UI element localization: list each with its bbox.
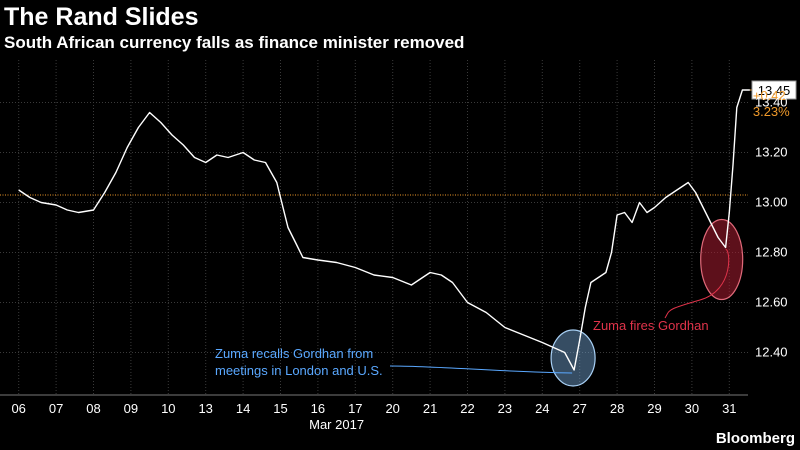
y-tick-label: 12.40 xyxy=(755,345,788,360)
chart-title: The Rand Slides xyxy=(4,3,199,31)
change-percent: 3.23% xyxy=(753,104,790,119)
x-tick-label: 06 xyxy=(11,401,25,416)
series-group xyxy=(18,89,750,371)
change-absolute: +0.42 xyxy=(753,88,786,103)
x-tick-label: 29 xyxy=(647,401,661,416)
x-tick-label: 14 xyxy=(236,401,250,416)
last-value-box xyxy=(751,80,797,100)
x-tick-label: 13 xyxy=(198,401,212,416)
x-tick-label: 24 xyxy=(535,401,549,416)
x-tick-label: 10 xyxy=(161,401,175,416)
annotation-group: 13.45+0.423.23% Zuma recalls Gordhan from… xyxy=(215,80,797,378)
highlight-ellipses xyxy=(550,218,744,387)
annotation-recall-connector xyxy=(389,365,573,374)
y-tick-label: 12.80 xyxy=(755,245,788,260)
y-tick-label: 13.20 xyxy=(755,145,788,160)
x-tick-label: 20 xyxy=(385,401,399,416)
annotation-recall-text: Zuma recalls Gordhan from xyxy=(215,346,373,361)
x-tick-label: 30 xyxy=(685,401,699,416)
x-tick-label: 17 xyxy=(348,401,362,416)
last-value-label: 13.45 xyxy=(758,83,791,98)
x-tick-label: 16 xyxy=(311,401,325,416)
highlight-ellipse-fire xyxy=(700,218,744,301)
x-tick-label: 22 xyxy=(460,401,474,416)
x-axis-label: Mar 2017 xyxy=(309,417,364,432)
axis-group: 06 07 08 09 10 13 14 15 16 17 20 21 22 23 24 27 28 29 30 31… xyxy=(0,95,788,432)
highlight-ellipse-recall xyxy=(550,329,596,387)
bloomberg-logo: Bloomberg xyxy=(716,430,795,447)
x-tick-label: 21 xyxy=(423,401,437,416)
x-tick-label: 28 xyxy=(610,401,624,416)
x-tick-label: 31 xyxy=(722,401,736,416)
y-tick-label: 12.60 xyxy=(755,295,788,310)
annotation-fire-connector xyxy=(664,248,730,319)
y-tick-label: 13.40 xyxy=(755,95,788,110)
x-tick-label: 23 xyxy=(498,401,512,416)
x-tick-label: 09 xyxy=(124,401,138,416)
y-tick-label: 13.00 xyxy=(755,195,788,210)
x-tick-label: 07 xyxy=(49,401,63,416)
x-tick-label: 15 xyxy=(273,401,287,416)
chart-subtitle: South African currency falls as finance … xyxy=(4,33,465,52)
annotation-recall-text: meetings in London and U.S. xyxy=(215,363,383,378)
x-tick-label: 08 xyxy=(86,401,100,416)
grid-lines xyxy=(0,60,748,395)
x-tick-label: 27 xyxy=(572,401,586,416)
annotation-fire-text: Zuma fires Gordhan xyxy=(593,318,709,333)
series-line xyxy=(18,89,750,371)
